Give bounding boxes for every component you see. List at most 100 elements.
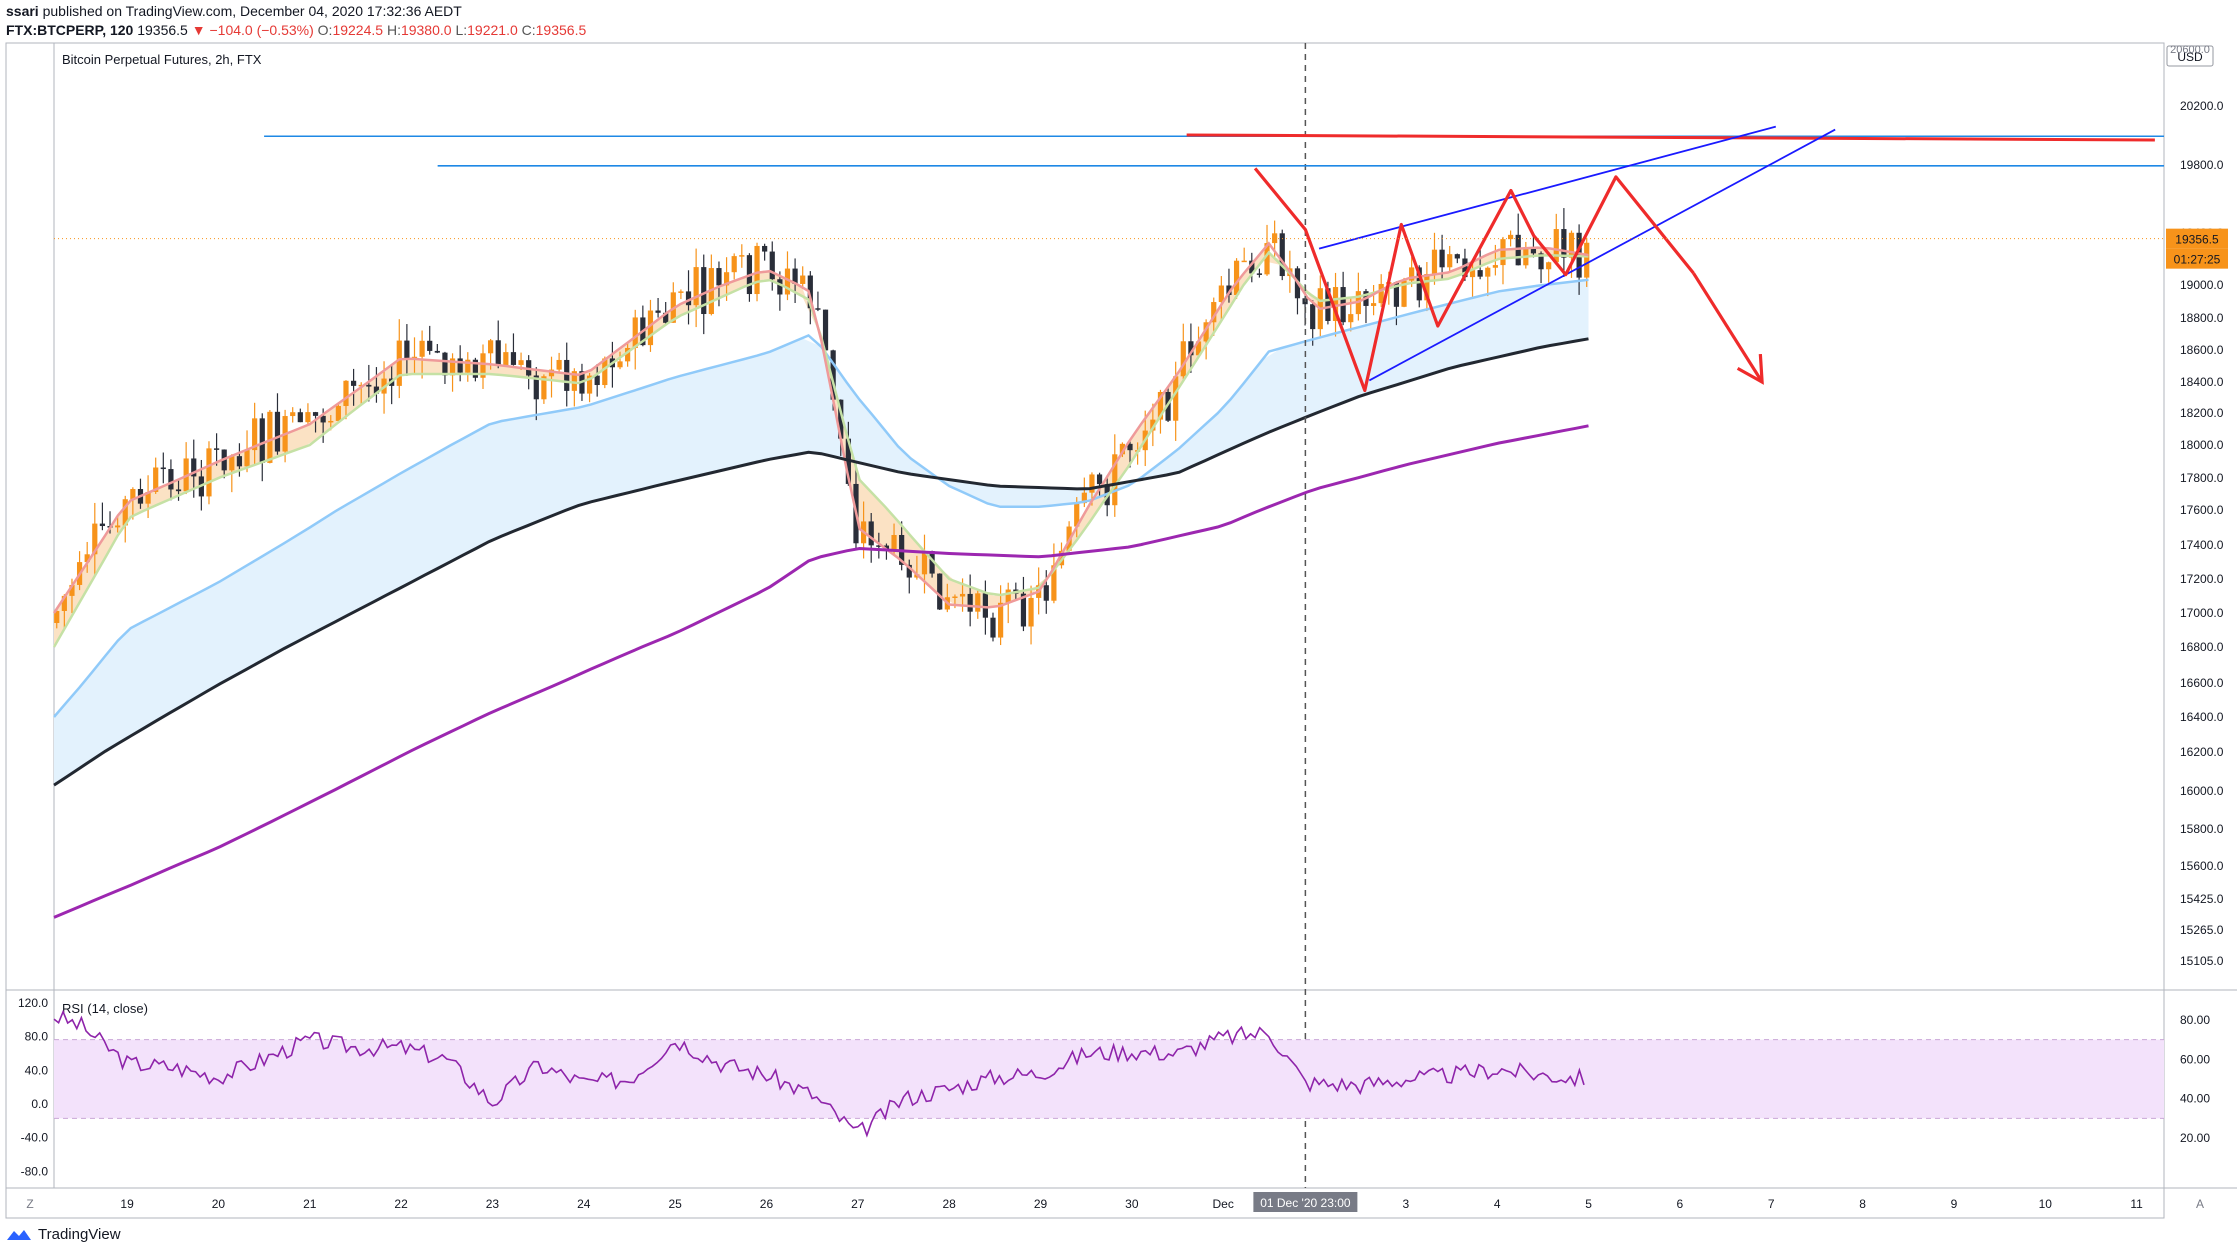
last-price-value: 19356.5 xyxy=(137,22,188,38)
price-tick-label: 16000.0 xyxy=(2180,784,2224,798)
time-tick-label: 20 xyxy=(212,1197,226,1211)
candle-body xyxy=(130,489,136,500)
candle-body xyxy=(731,256,737,273)
symbol-label: FTX:BTCPERP, 120 xyxy=(6,22,134,38)
countdown-text: 01:27:25 xyxy=(2174,253,2221,267)
candle-body xyxy=(1203,322,1209,342)
candle-body xyxy=(1211,302,1217,323)
candle-body xyxy=(1393,282,1400,307)
ema-line xyxy=(53,337,1589,787)
low-label: L: xyxy=(455,22,468,38)
rsi-left-tick: -40.0 xyxy=(21,1131,49,1145)
candle-body xyxy=(777,279,783,295)
candle-body xyxy=(259,418,265,463)
footer-brand: TradingView xyxy=(6,1226,121,1243)
candle-body xyxy=(541,376,547,400)
candle-body xyxy=(1173,376,1179,421)
ema-line xyxy=(53,424,1589,919)
candle-body xyxy=(495,340,501,366)
time-tick-label: 7 xyxy=(1768,1197,1775,1211)
time-axis[interactable]: 192021222324252627282930Dec2345678910110… xyxy=(120,1192,2143,1212)
currency-label: USD xyxy=(2177,50,2203,64)
time-tick-label: 5 xyxy=(1585,1197,1592,1211)
time-tick-label: 22 xyxy=(394,1197,408,1211)
crosshair-time-text: 01 Dec '20 23:00 xyxy=(1260,1196,1351,1210)
price-tick-label: 17200.0 xyxy=(2180,572,2224,586)
candle-body xyxy=(1538,253,1544,270)
candle-body xyxy=(1515,234,1521,266)
price-tick-label: 16600.0 xyxy=(2180,676,2224,690)
candle-body xyxy=(822,309,829,351)
ema-line xyxy=(53,278,1589,718)
candle-body xyxy=(1561,229,1567,258)
time-tick-label: 4 xyxy=(1494,1197,1501,1211)
candle-body xyxy=(1188,341,1194,356)
candle-body xyxy=(160,467,166,470)
candle-body xyxy=(465,359,471,373)
open-value: 19224.5 xyxy=(332,22,384,38)
time-tick-label: 8 xyxy=(1859,1197,1866,1211)
price-tick-label: 18200.0 xyxy=(2180,406,2224,420)
candle-body xyxy=(518,360,524,365)
red-arrow-shaft xyxy=(1692,272,1764,383)
candle-body xyxy=(1370,303,1377,306)
rsi-title: RSI (14, close) xyxy=(62,1001,148,1016)
candle-body xyxy=(457,358,463,373)
candle-body xyxy=(99,523,106,527)
auto-scale-label[interactable]: A xyxy=(2196,1197,2204,1211)
candle-body xyxy=(1454,254,1460,259)
publish-info: ssari published on TradingView.com, Dece… xyxy=(6,3,462,19)
rsi-line xyxy=(53,1009,1585,1138)
candle-body xyxy=(838,399,844,439)
candle-body xyxy=(1241,260,1247,263)
candle-body xyxy=(1416,267,1422,301)
time-tick-label: 6 xyxy=(1677,1197,1684,1211)
candle-body xyxy=(693,267,699,306)
red-resistance-line xyxy=(1186,133,2155,142)
price-tick-label: 19000.0 xyxy=(2180,278,2224,292)
time-tick-label: 21 xyxy=(303,1197,317,1211)
candle-body xyxy=(122,499,128,526)
candle-body xyxy=(191,458,197,477)
candle-body xyxy=(153,467,159,492)
price-tick-label: 18000.0 xyxy=(2180,438,2224,452)
candle-body xyxy=(366,384,372,387)
candle-body xyxy=(1127,443,1133,451)
candle-body xyxy=(1005,589,1011,603)
candle-body xyxy=(1081,492,1087,504)
candle-body xyxy=(716,268,722,286)
price-tick-label: 16400.0 xyxy=(2180,710,2224,724)
candle-body xyxy=(312,412,319,416)
price-tick-label: 15600.0 xyxy=(2180,859,2224,873)
price-axis[interactable]: 20200.019800.019400.019000.018800.018600… xyxy=(54,99,2228,968)
time-tick-label: 25 xyxy=(668,1197,682,1211)
candle-body xyxy=(1051,565,1057,601)
blue-cloud xyxy=(54,279,1589,786)
candle-body xyxy=(586,375,593,394)
candle-body xyxy=(1500,239,1506,266)
candle-body xyxy=(921,551,928,575)
candle-body xyxy=(1530,247,1537,254)
candle-body xyxy=(1431,249,1438,274)
candle-body xyxy=(975,593,981,612)
price-tick-label: 15800.0 xyxy=(2180,822,2224,836)
candle-body xyxy=(564,359,570,391)
candle-body xyxy=(480,353,486,378)
candle-body xyxy=(1226,285,1232,295)
change-value: −104.0 (−0.53%) xyxy=(209,22,314,38)
currency-box[interactable] xyxy=(2166,45,2214,67)
candle-body xyxy=(792,268,798,284)
price-tick-label: 15425.0 xyxy=(2180,892,2224,906)
candle-body xyxy=(655,310,661,313)
candle-body xyxy=(883,545,890,550)
candle-body xyxy=(244,450,250,467)
candle-body xyxy=(678,291,684,293)
price-tick-label: 18400.0 xyxy=(2180,375,2224,389)
candle-body xyxy=(434,350,440,353)
candle-body xyxy=(1477,270,1483,277)
candle-body xyxy=(373,386,380,394)
candle-body xyxy=(1568,232,1575,258)
candle-body xyxy=(419,340,425,357)
close-value: 19356.5 xyxy=(535,22,587,38)
